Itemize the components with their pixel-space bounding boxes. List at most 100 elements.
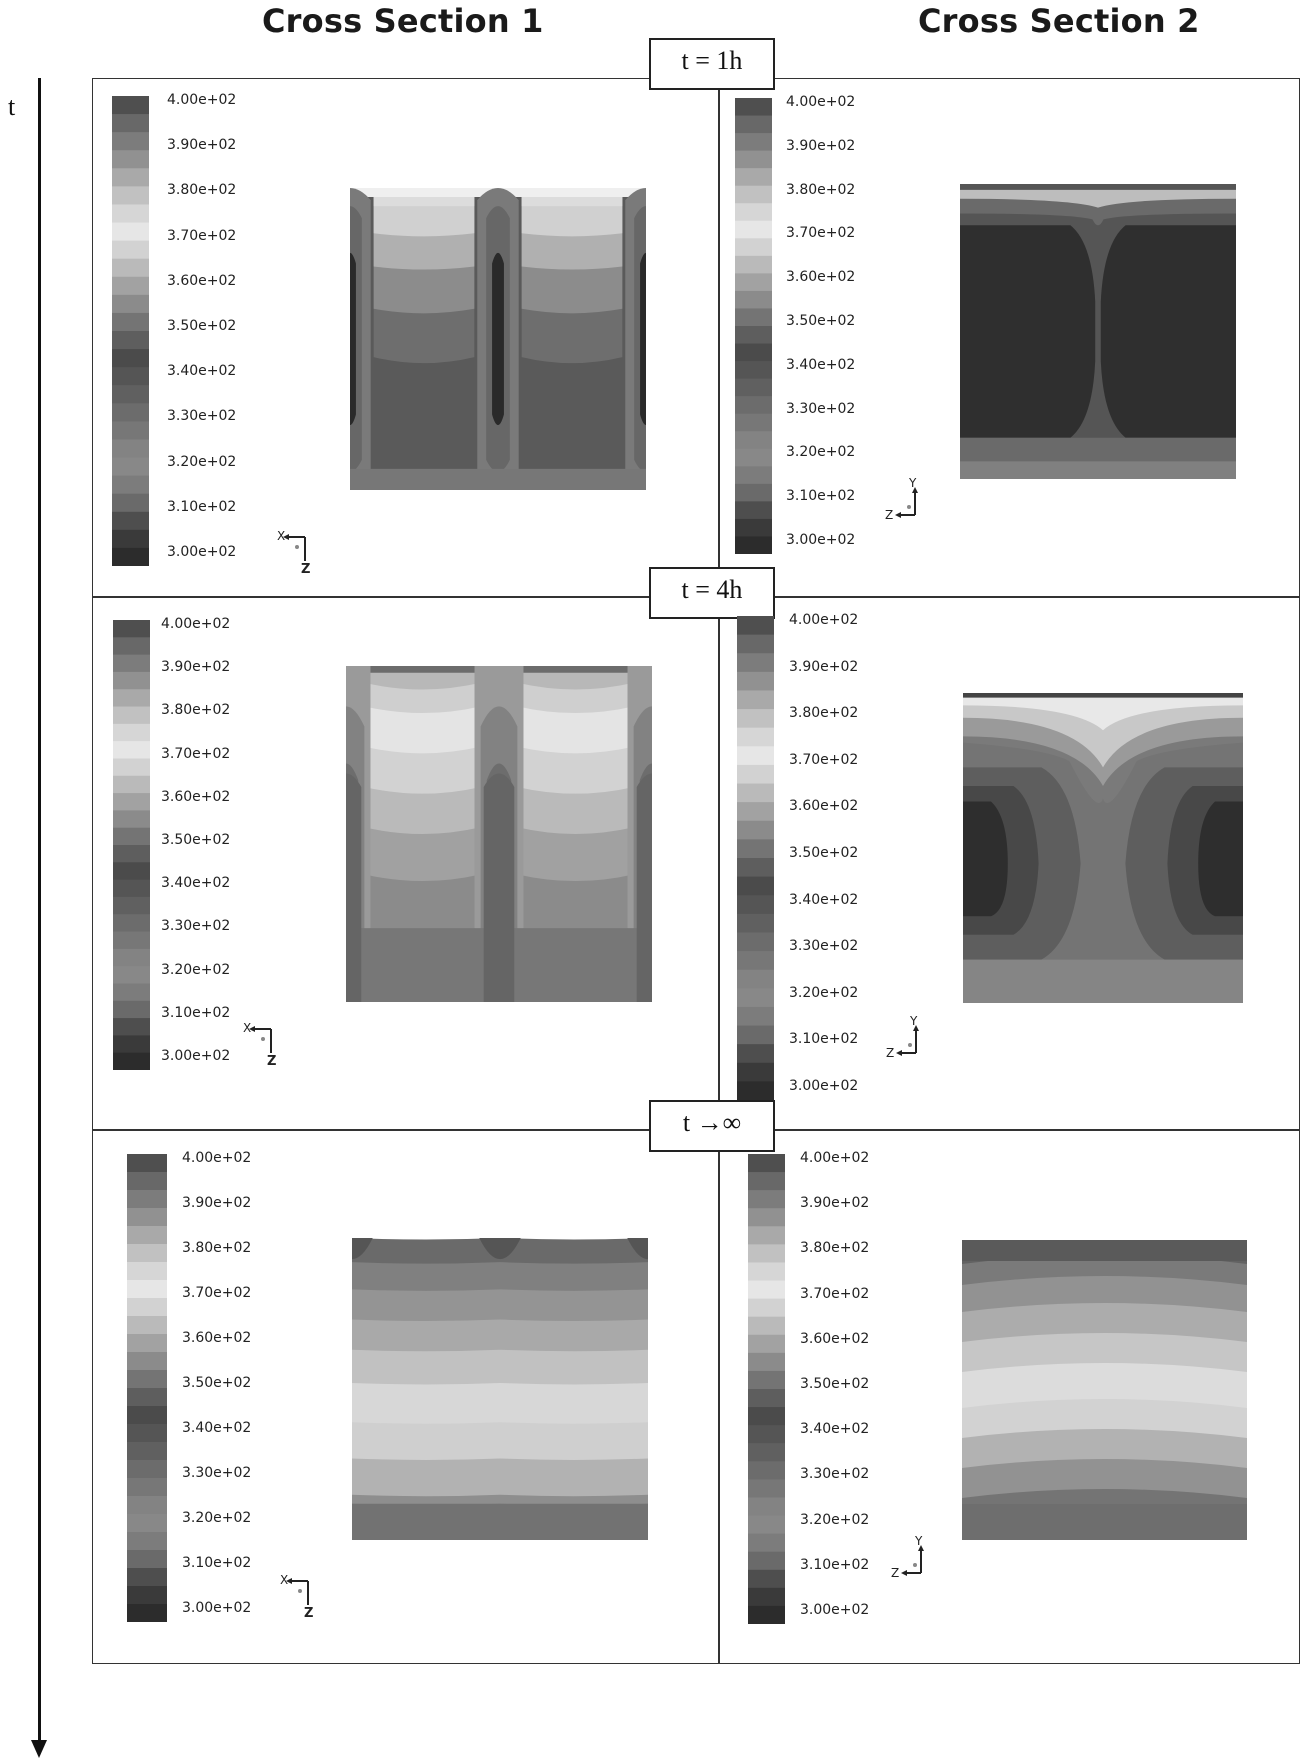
contour-band [352,1422,648,1462]
colorbar-band [737,727,774,747]
colorbar-band [113,896,150,915]
colorbar-band [112,96,149,115]
colorbar-band [113,741,150,760]
colorbar-band [112,186,149,206]
colorbar-tick-label: 3.10e+02 [182,1555,252,1571]
colorbar-tick-label: 4.00e+02 [800,1150,870,1166]
colorbar-band [127,1496,167,1515]
colorbar-tick-label: 4.00e+02 [789,612,859,628]
colorbar-tick-label: 4.00e+02 [786,94,856,110]
colorbar-tick-label: 4.00e+02 [161,616,231,632]
colorbar-tick-label: 3.00e+02 [182,1600,252,1616]
temperature-contour-plot [960,184,1236,479]
colorbar-band [748,1605,785,1624]
colorbar-band [127,1460,167,1479]
time-axis-label: t [8,92,16,121]
colorbar-band [735,238,772,257]
colorbar-band [112,132,149,151]
colorbar-band [127,1154,167,1173]
axis-label-vertical: Z [304,1606,313,1619]
colorbar-tick-label: 3.70e+02 [161,745,231,762]
axis-label-vertical: Y [909,1014,918,1028]
colorbar-tick-label: 3.00e+02 [161,1048,231,1064]
colorbar-tick-label: 3.00e+02 [167,544,237,560]
time-axis-line [38,78,41,1740]
colorbar-tick-label: 3.50e+02 [167,318,237,334]
colorbar-band [112,403,149,422]
colorbar-band [112,457,149,477]
colorbar-tick-label: 3.80e+02 [786,181,856,198]
colorbar-band [112,204,149,224]
colorbar-band [737,858,774,878]
colorbar-tick-label: 3.90e+02 [800,1195,870,1212]
colorbar-tick-label: 3.20e+02 [789,984,859,1001]
colorbar-tick-label: 3.00e+02 [800,1602,870,1618]
colorbar-band [737,820,774,840]
colorbar-band [112,529,149,549]
contour-band [352,1349,648,1386]
colorbar-band [737,690,774,710]
contour-band [963,693,1243,731]
colorbar-band [735,518,772,538]
colorbar-tick-label: 3.30e+02 [789,938,859,955]
colorbar-band [113,671,150,690]
colorbar-tick-label: 3.10e+02 [161,1004,231,1021]
colorbar-band [113,620,150,638]
column-divider [718,79,720,1663]
colorbar-tick-label: 3.40e+02 [786,356,856,373]
colorbar-band [737,895,774,915]
colorbar-band [737,913,774,934]
colorbar-band [735,501,772,520]
colorbar-band [735,203,772,222]
colorbar-tick-label: 3.90e+02 [786,137,856,154]
colorbar-band [748,1479,785,1499]
colorbar-band [748,1316,785,1336]
colorbar-band [113,775,150,794]
colorbar-band [748,1407,785,1426]
colorbar-band [737,932,774,952]
colorbar-tick-label: 3.30e+02 [167,408,237,425]
colorbar-band [113,948,150,967]
colorbar-band [748,1497,785,1517]
colorbar-band [112,439,149,459]
colorbar-band [112,475,149,495]
contour-band [960,461,1236,479]
colorbar [112,96,149,566]
colorbar-tick-label: 3.10e+02 [789,1031,859,1048]
colorbar-tick-label: 3.60e+02 [167,272,237,289]
contour-band [627,1238,648,1259]
colorbar-band [113,637,150,656]
colorbar-tick-label: 3.70e+02 [182,1285,252,1301]
colorbar [113,620,150,1070]
colorbar-tick-label: 3.20e+02 [182,1510,252,1526]
colorbar-band [127,1550,167,1569]
colorbar-band [735,378,772,397]
contour-band [960,184,1236,208]
colorbar-tick-label: 3.90e+02 [789,658,859,675]
contour-band [640,252,646,426]
colorbar-band [735,343,772,362]
colorbar-band [737,951,774,971]
colorbar-band [748,1244,785,1264]
colorbar-band [737,653,774,673]
temperature-contour-plot [350,188,646,490]
colorbar-band [127,1262,167,1281]
colorbar-tick-label: 3.90e+02 [161,659,231,676]
colorbar [748,1154,785,1624]
colorbar-band [113,793,150,811]
colorbar-band [112,367,149,386]
colorbar-band [113,810,150,829]
colorbar-band [113,931,150,950]
colorbar-band [735,466,772,485]
colorbar-tick-label: 3.60e+02 [789,798,859,815]
colorbar-band [748,1461,785,1480]
colorbar-tick-label: 3.70e+02 [786,225,856,242]
colorbar [735,98,772,554]
axis-label-horizontal: X [277,529,285,543]
colorbar-tick-label: 3.30e+02 [182,1465,252,1481]
colorbar-band [735,168,772,187]
colorbar-tick-label: 3.20e+02 [786,444,856,461]
